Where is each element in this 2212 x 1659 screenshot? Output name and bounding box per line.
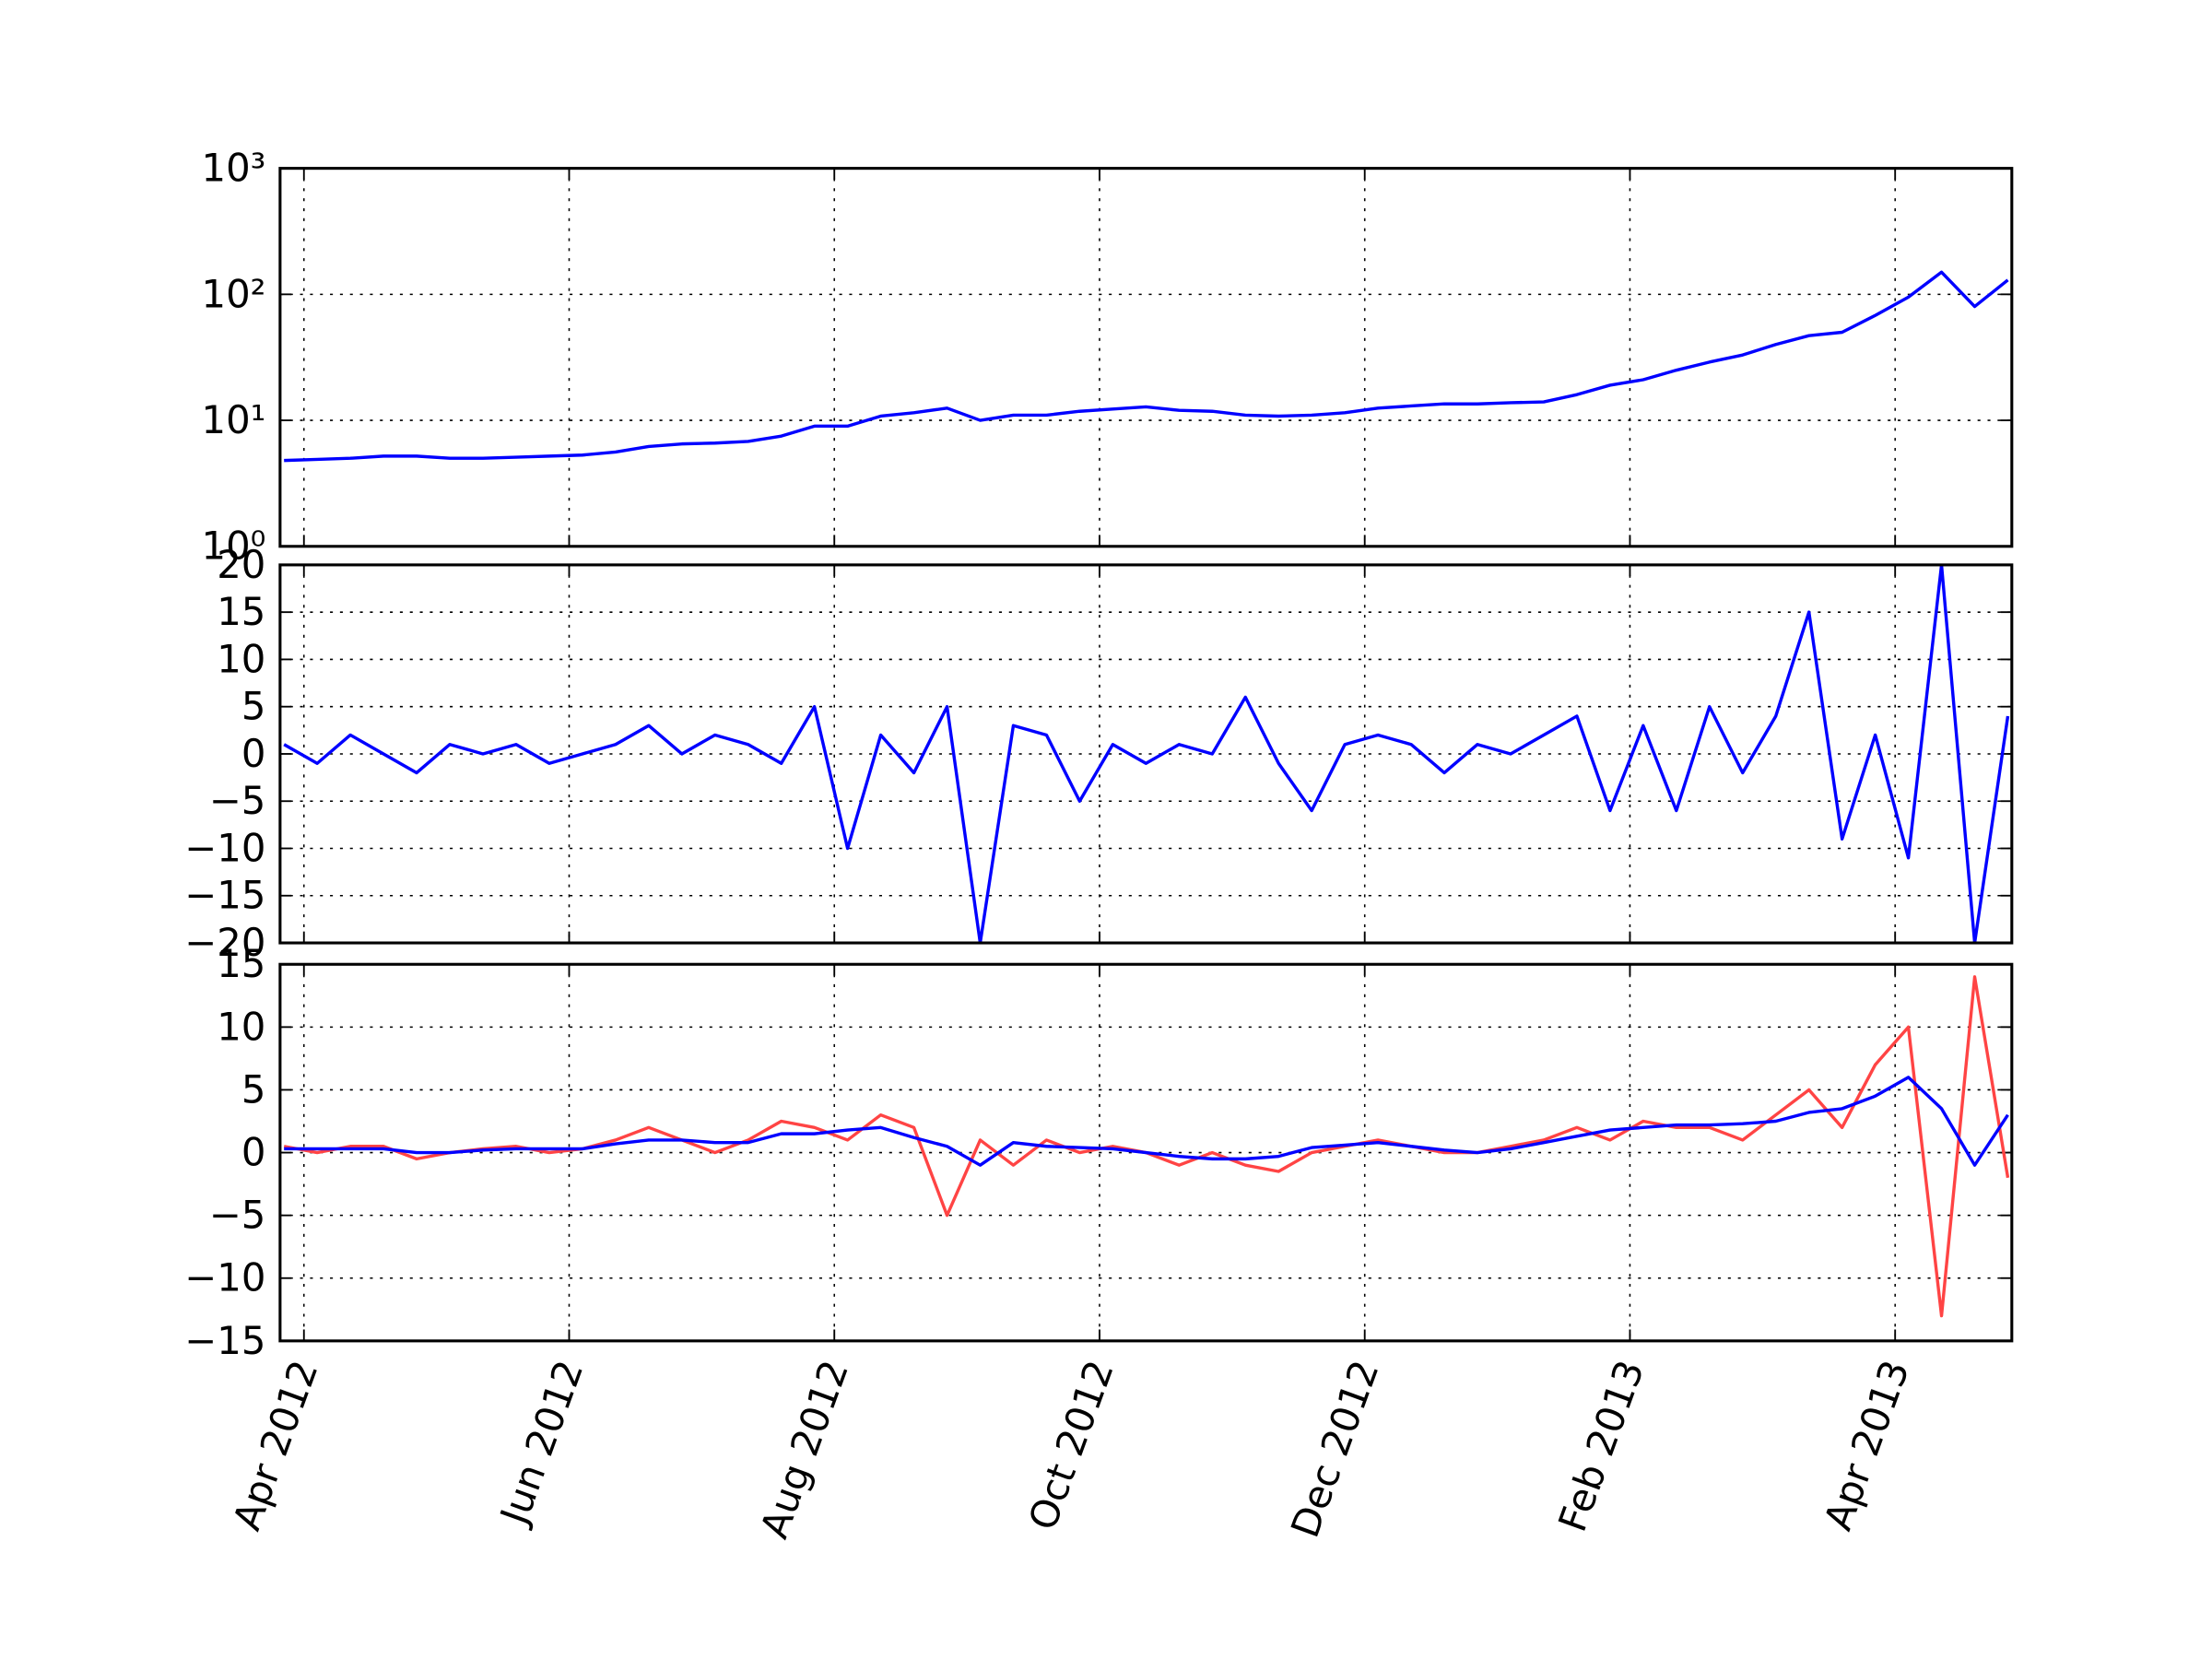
y-tick-label: 10³: [202, 146, 266, 191]
y-tick-label: −15: [184, 1318, 265, 1363]
data-line: [284, 1076, 2009, 1167]
y-tick-label: 10¹: [202, 397, 266, 442]
y-tick-label: 0: [241, 1129, 266, 1174]
y-tick-label: 10: [217, 636, 265, 681]
axes-frame: [278, 962, 2014, 1343]
y-tick-label: −10: [184, 1255, 265, 1300]
y-tick-label: −5: [209, 1193, 266, 1238]
y-tick-label: 15: [217, 589, 265, 634]
y-tick-label: 5: [241, 684, 266, 729]
y-tick-label: −5: [209, 778, 266, 823]
y-tick-label: −15: [184, 873, 265, 918]
y-tick-label: 5: [241, 1066, 266, 1112]
y-tick-label: 10: [217, 1004, 265, 1049]
y-tick-label: −20: [184, 920, 265, 965]
axes-frame: [278, 167, 2014, 548]
y-tick-label: −10: [184, 825, 265, 870]
panel: 10⁰ 10¹ 10² 10³: [202, 146, 2014, 569]
y-tick-label: 10²: [202, 271, 266, 316]
data-line: [284, 270, 2009, 463]
data-line: [283, 564, 2010, 944]
y-tick-label: 10⁰: [202, 524, 266, 569]
y-tick-label: 20: [217, 542, 265, 587]
axes-frame: [278, 563, 2014, 945]
y-tick-label: 15: [217, 941, 265, 986]
y-tick-label: 0: [241, 731, 266, 776]
